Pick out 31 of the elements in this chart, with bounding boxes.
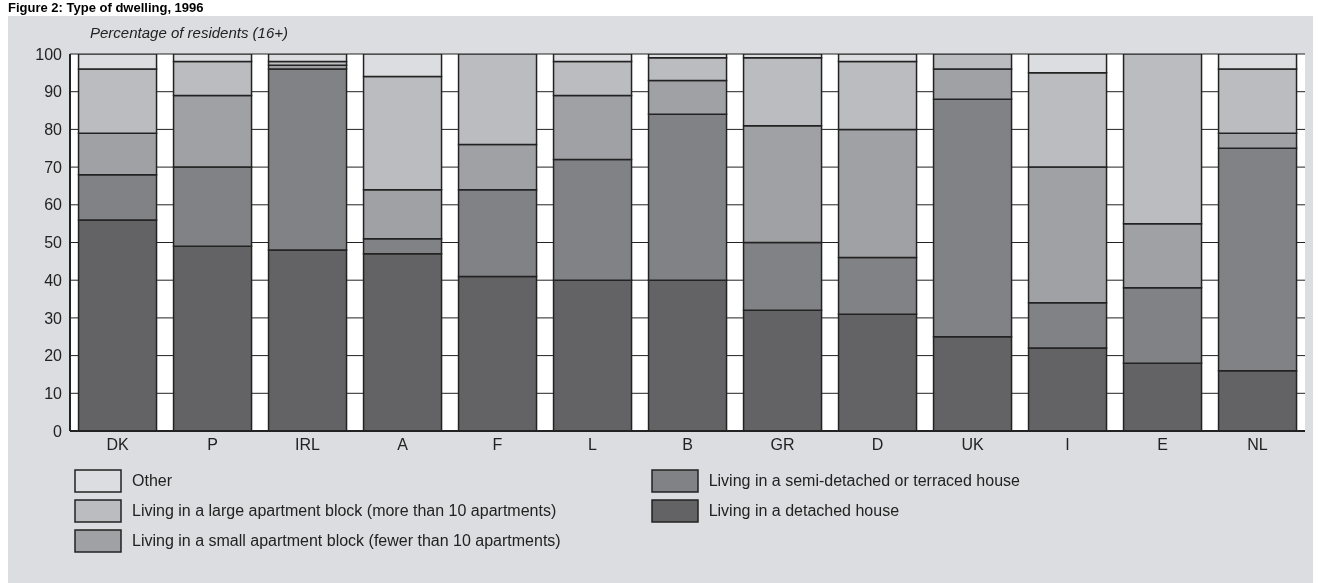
x-tick-label: P (207, 436, 218, 454)
legend-label: Living in a semi-detached or terraced house (708, 472, 1020, 490)
x-tick-label: L (588, 436, 598, 454)
x-tick-label: D (871, 436, 884, 454)
y-tick-label: 0 (53, 422, 63, 440)
legend-label: Living in a large apartment block (more than 10 apartments) (132, 502, 557, 520)
x-tick-label: DK (106, 436, 129, 454)
legend-label: Living in a small apartment block (fewer than 10 apartments) (132, 532, 561, 550)
y-tick-label: 90 (44, 83, 63, 101)
x-tick-label: IRL (295, 436, 321, 454)
x-tick-label: E (1157, 436, 1168, 454)
y-tick-label: 20 (44, 347, 63, 365)
x-tick-label: B (682, 436, 693, 454)
x-tick-label: F (492, 436, 503, 454)
y-tick-label: 10 (44, 384, 63, 402)
x-tick-label: A (397, 436, 409, 454)
x-tick-label: I (1065, 436, 1070, 454)
y-tick-label: 100 (35, 45, 63, 63)
y-tick-label: 50 (44, 234, 63, 252)
y-tick-label: 60 (44, 196, 63, 214)
x-tick-label: NL (1247, 436, 1268, 454)
y-tick-label: 70 (44, 158, 63, 176)
y-axis-title: Percentage of residents (16+) (90, 24, 289, 41)
x-tick-label: UK (961, 436, 984, 454)
chart-title: Figure 2: Type of dwelling, 1996 (8, 0, 205, 16)
y-tick-label: 30 (44, 309, 63, 327)
x-tick-label: GR (770, 436, 795, 454)
y-tick-label: 40 (44, 271, 63, 289)
y-tick-label: 80 (44, 121, 63, 139)
legend-label: Other (132, 472, 173, 490)
legend-label: Living in a detached house (708, 502, 900, 520)
